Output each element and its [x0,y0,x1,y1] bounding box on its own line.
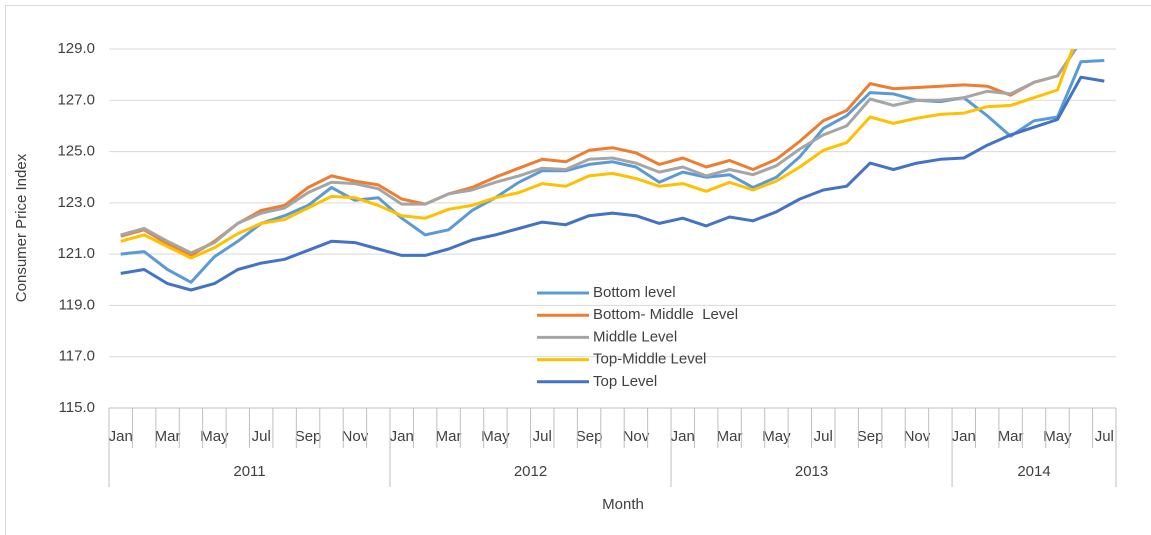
x-axis-title: Month [602,496,644,513]
group-label: 2011 [233,463,265,480]
x-tick-label: Mar [998,428,1024,445]
group-label: 2013 [795,463,828,480]
series-line [120,49,1078,257]
x-tick-label: May [481,428,510,445]
series-line [120,49,1078,255]
x-tick-label: Jan [952,428,976,445]
x-tick-label: May [1043,428,1072,445]
y-tick-label: 117.0 [59,348,95,365]
x-tick-label: Nov [623,428,650,445]
legend-label: Middle Level [593,328,677,345]
x-tick-label: Jul [814,428,833,445]
y-tick-label: 129.0 [57,40,95,57]
x-tick-label: Jul [252,428,271,445]
legend-label: Top-Middle Level [593,351,706,368]
x-tick-label: Mar [436,428,462,445]
y-tick-label: 125.0 [57,143,95,160]
x-tick-label: Sep [295,428,322,445]
x-tick-label: Mar [155,428,181,445]
legend-label: Bottom- Middle Level [593,306,738,323]
legend-label: Top Level [593,373,657,390]
y-tick-label: 115.0 [59,399,95,416]
y-tick-label: 127.0 [57,91,95,108]
y-tick-label: 119.0 [59,296,95,313]
x-tick-label: Jul [1095,428,1114,445]
y-tick-label: 121.0 [57,245,95,262]
legend-label: Bottom level [593,284,676,301]
group-label: 2014 [1017,463,1050,480]
x-tick-label: Jan [671,428,695,445]
x-tick-label: Mar [717,428,743,445]
x-tick-label: May [200,428,229,445]
x-tick-label: May [762,428,791,445]
x-tick-label: Jan [390,428,414,445]
x-tick-label: Jan [109,428,133,445]
group-label: 2012 [514,463,547,480]
y-axis-title: Consumer Price Index [13,153,30,302]
x-tick-label: Sep [576,428,603,445]
series-line [120,75,1105,292]
series-line [120,59,1105,284]
x-tick-label: Nov [904,428,931,445]
y-tick-label: 123.0 [57,194,95,211]
x-tick-label: Nov [342,428,369,445]
x-tick-label: Jul [533,428,552,445]
x-tick-label: Sep [857,428,884,445]
series-line [120,49,1075,260]
